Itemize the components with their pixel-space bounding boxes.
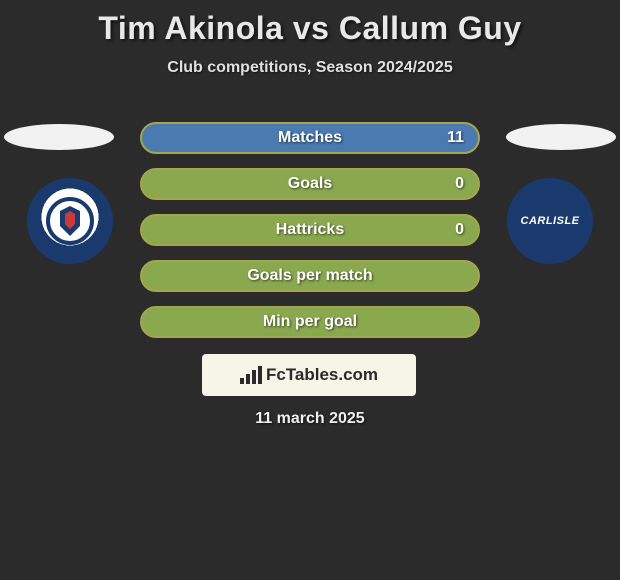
subtitle: Club competitions, Season 2024/2025: [0, 59, 620, 77]
stat-value-right: 11: [414, 129, 464, 147]
stat-label: Goals: [206, 175, 414, 193]
page-title: Tim Akinola vs Callum Guy: [0, 0, 620, 47]
date-text: 11 march 2025: [0, 410, 620, 428]
stat-row: Goals0: [140, 168, 480, 200]
chesterfield-crest-icon: [45, 196, 95, 246]
bars-icon: [240, 366, 262, 384]
club-badge-right-text: CARLISLE: [521, 215, 580, 227]
stat-value-right: 0: [414, 221, 464, 239]
stat-row: Goals per match: [140, 260, 480, 292]
stat-row: Hattricks0: [140, 214, 480, 246]
stat-row: Min per goal: [140, 306, 480, 338]
stat-value-right: 0: [414, 175, 464, 193]
stat-label: Hattricks: [206, 221, 414, 239]
club-badge-right: CARLISLE: [507, 178, 593, 264]
fctables-attribution: FcTables.com: [202, 354, 416, 396]
stat-ellipse-right: [506, 124, 616, 150]
stats-rows: Matches11Goals0Hattricks0Goals per match…: [140, 122, 480, 352]
stat-row: Matches11: [140, 122, 480, 154]
stat-label: Matches: [206, 129, 414, 147]
stat-label: Goals per match: [206, 267, 414, 285]
stat-label: Min per goal: [206, 313, 414, 331]
club-badge-left: [27, 178, 113, 264]
fctables-label: FcTables.com: [266, 365, 378, 385]
stat-ellipse-left: [4, 124, 114, 150]
